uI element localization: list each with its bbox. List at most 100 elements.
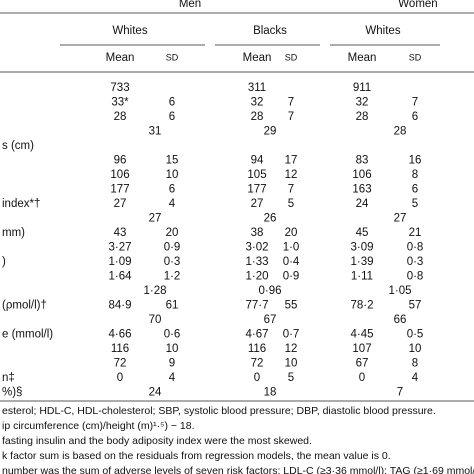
cell: 107	[352, 343, 371, 355]
cell: 10	[285, 358, 298, 370]
cell: 0	[117, 372, 123, 384]
pooled-cell: 27	[149, 213, 162, 225]
pooled-cell: 28	[394, 126, 407, 138]
cell: 3·09	[350, 242, 373, 254]
pooled-cell: 27	[394, 213, 407, 225]
cell: 27	[114, 198, 127, 210]
cell: 1·0	[283, 242, 300, 254]
column-header: Mean	[348, 52, 377, 64]
cell: 1·39	[350, 256, 373, 268]
column-header: SD	[166, 52, 179, 62]
cell: 4	[412, 372, 419, 384]
pooled-cell: 0·96	[258, 285, 281, 297]
cell: 1·33	[245, 256, 268, 268]
cell: 6	[412, 111, 418, 123]
cell: 5	[412, 198, 418, 210]
pooled-cell: 1·05	[388, 285, 411, 297]
subgroup-header: Blacks	[253, 25, 287, 37]
cell: 0	[254, 372, 260, 384]
row-label: )	[2, 256, 6, 268]
row-label: %)§	[2, 387, 22, 399]
pooled-cell: 7	[397, 387, 403, 399]
cell: 7	[288, 184, 294, 196]
group-header: Men	[179, 0, 201, 10]
cell: 0·3	[164, 256, 181, 268]
pooled-cell: 26	[264, 213, 277, 225]
cell: 96	[114, 155, 127, 167]
cell: 5	[288, 198, 294, 210]
cell: 6	[169, 184, 175, 196]
cell: 6	[412, 184, 418, 196]
cell: 8	[412, 169, 418, 181]
cell: 7	[412, 97, 418, 109]
cell: 20	[166, 227, 179, 239]
cell: 78·2	[350, 300, 373, 312]
cell: 15	[166, 155, 179, 167]
pooled-cell: 67	[264, 314, 277, 326]
cell: 6	[169, 111, 175, 123]
cell: 911	[353, 82, 371, 94]
cell: 1·11	[351, 271, 373, 283]
pooled-cell: 1·28	[143, 285, 166, 297]
cell: 61	[166, 300, 179, 312]
row-label: e (mmol/l)	[2, 329, 53, 341]
cell: 0·9	[283, 271, 300, 283]
cell: 3·02	[245, 242, 268, 254]
row-label: (ρmol/l)†	[2, 300, 47, 312]
cell: 24	[356, 198, 369, 210]
cell: 45	[356, 227, 369, 239]
cell: 311	[248, 82, 266, 94]
cell: 4	[169, 198, 176, 210]
cell: 83	[356, 155, 369, 167]
cell: 1·2	[164, 271, 181, 283]
footnote: number was the sum of adverse levels of …	[2, 465, 474, 474]
footnote: k factor sum is based on the residuals f…	[2, 450, 391, 462]
pooled-cell: 66	[394, 314, 407, 326]
cell: 733	[110, 82, 129, 94]
cell: 10	[409, 343, 422, 355]
cell: 177	[247, 184, 266, 196]
column-header: Mean	[243, 52, 272, 64]
cell: 12	[285, 343, 298, 355]
column-header: SD	[409, 52, 422, 62]
pooled-cell: 24	[149, 387, 162, 399]
cell: 116	[248, 343, 266, 355]
cell: 116	[111, 343, 129, 355]
cell: 0·7	[283, 329, 300, 341]
footnote: esterol; HDL-C, HDL-cholesterol; SBP, sy…	[2, 405, 436, 417]
cell: 0·8	[407, 242, 424, 254]
cell: 77·7	[245, 300, 268, 312]
row-label: s (cm)	[2, 140, 34, 152]
cell: 6	[169, 97, 175, 109]
cell: 0·6	[164, 329, 181, 341]
cell: 20	[285, 227, 298, 239]
cell: 0·5	[407, 329, 424, 341]
cell: 5	[288, 372, 294, 384]
cell: 0·9	[164, 242, 181, 254]
cell: 0·4	[283, 256, 300, 268]
cell: 4·67	[245, 329, 268, 341]
cell: 0·3	[407, 256, 424, 268]
cell: 21	[409, 227, 422, 239]
cell: 9	[169, 358, 175, 370]
footnote: ip circumference (cm)/height (m)¹·⁵) − 1…	[2, 420, 195, 432]
cell: 1·09	[108, 256, 131, 268]
cell: 7	[288, 97, 294, 109]
cell: 28	[114, 111, 127, 123]
pooled-cell: 29	[264, 126, 277, 138]
row-label: n‡	[2, 372, 15, 384]
cell: 32	[251, 97, 264, 109]
cell: 72	[114, 358, 127, 370]
cell: 10	[166, 343, 179, 355]
cell: 3·27	[108, 242, 131, 254]
subgroup-header: Whites	[365, 25, 400, 37]
cell: 4·66	[108, 329, 131, 341]
cell: 106	[110, 169, 129, 181]
cell: 57	[409, 300, 422, 312]
cell: 1·20	[245, 271, 268, 283]
cell: 38	[251, 227, 264, 239]
footnote: fasting insulin and the body adiposity i…	[2, 435, 312, 447]
pooled-cell: 70	[149, 314, 162, 326]
cell: 106	[352, 169, 371, 181]
